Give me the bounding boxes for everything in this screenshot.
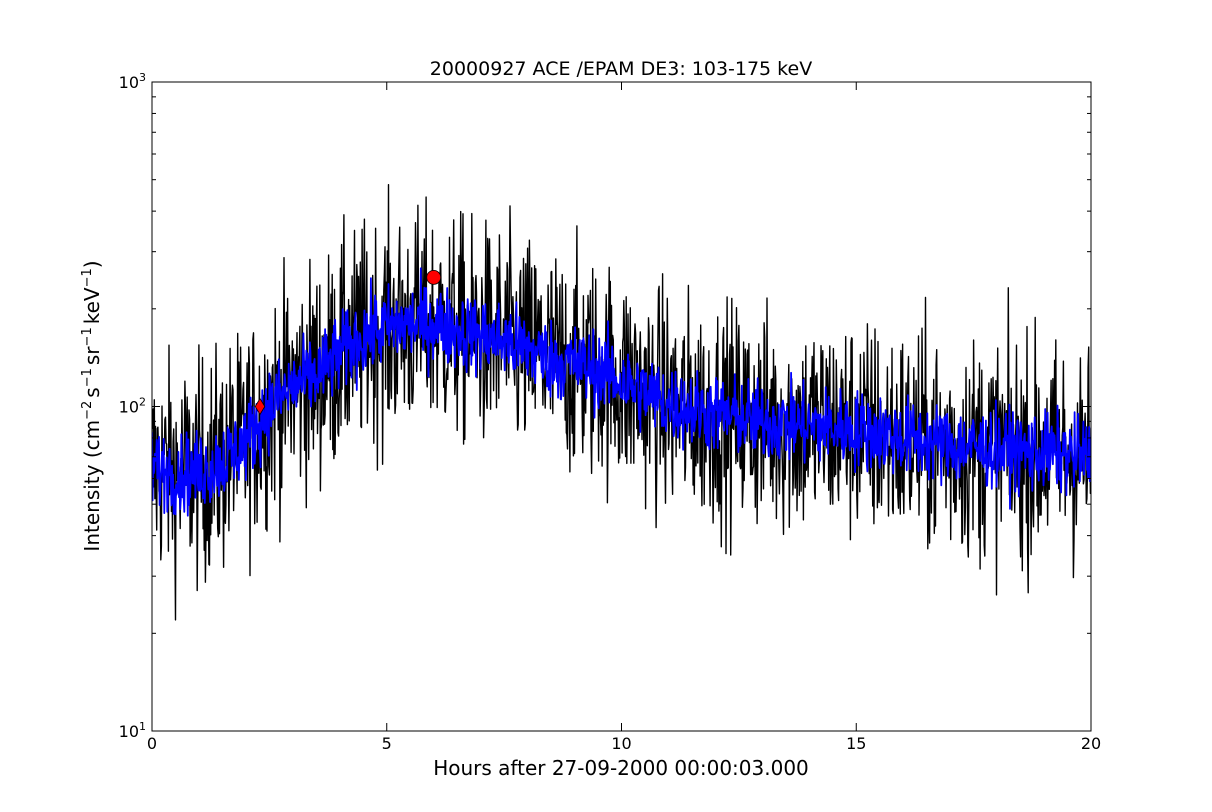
x-tick-label: 15 [846, 734, 866, 753]
y-axis-label: Intensity (cm−2s−1sr−1keV−1) [80, 260, 104, 551]
x-tick-label: 20 [1081, 734, 1101, 753]
y-axis-label-part: keV [80, 287, 104, 324]
axes: 0 5 10 15 20 101 102 103 [119, 71, 1102, 753]
x-tick-label: 0 [147, 734, 157, 753]
y-axis-label-sup: −1 [80, 327, 95, 346]
series-line-2 [152, 267, 1091, 517]
y-axis-label-part: sr [80, 346, 104, 365]
y-tick-label: 102 [119, 396, 146, 417]
y-axis-label-part: Intensity (cm [80, 420, 104, 552]
y-tick-label: 101 [119, 720, 146, 741]
y-axis-label-sup: −1 [80, 368, 95, 387]
x-tick-label: 5 [382, 734, 392, 753]
series-line-1 [152, 184, 1091, 621]
x-axis-label: Hours after 27-09-2000 00:00:03.000 [433, 756, 809, 780]
circle-marker [426, 269, 442, 285]
y-axis-label-part: ) [80, 260, 104, 268]
diamond-marker [254, 397, 266, 416]
plot-area [152, 184, 1091, 621]
y-tick-label: 103 [119, 71, 146, 92]
x-tick-label: 10 [611, 734, 631, 753]
chart-title: 20000927 ACE /EPAM DE3: 103-175 keV [430, 58, 812, 80]
y-axis-label-sup: −1 [80, 268, 95, 287]
y-axis-label-sup: −2 [80, 401, 95, 420]
y-axis-label-part: s [80, 387, 104, 397]
